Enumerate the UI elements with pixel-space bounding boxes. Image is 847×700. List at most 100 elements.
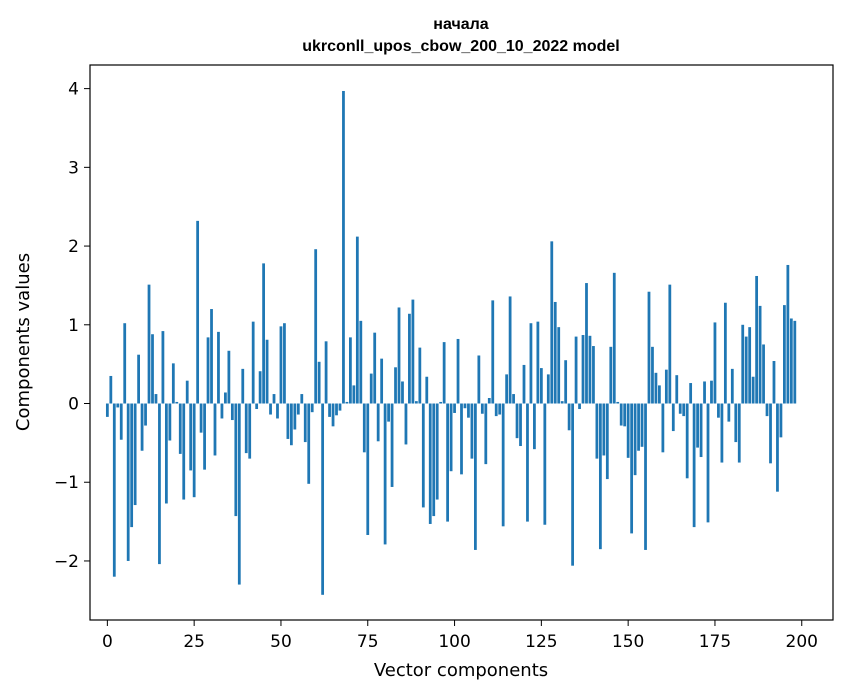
bar-106 [474, 403, 477, 550]
bar-60 [314, 249, 318, 404]
bar-157 [651, 346, 654, 404]
bar-134 [571, 403, 574, 566]
bar-159 [658, 385, 661, 404]
bar-41 [248, 403, 252, 459]
bar-39 [241, 368, 245, 404]
bar-79 [380, 358, 384, 404]
bar-80 [383, 403, 387, 545]
x-tick-label: 125 [525, 632, 557, 652]
bar-40 [244, 403, 248, 454]
bar-43 [255, 403, 259, 410]
bar-51 [283, 323, 286, 404]
bar-23 [185, 380, 189, 404]
bar-105 [470, 403, 474, 459]
bar-6 [126, 403, 130, 561]
bar-59 [310, 403, 314, 413]
bar-145 [609, 346, 613, 404]
bar-152 [633, 403, 637, 476]
bar-45 [262, 263, 265, 404]
bar-18 [168, 403, 172, 441]
bar-95 [435, 403, 439, 500]
y-tick-label: 3 [68, 158, 79, 178]
bar-37 [234, 403, 238, 517]
bar-82 [390, 403, 394, 487]
bar-0 [105, 403, 109, 417]
bar-153 [637, 403, 640, 451]
bar-163 [671, 403, 675, 432]
bar-98 [446, 403, 449, 522]
bar-179 [727, 403, 731, 422]
x-tick-label: 50 [270, 632, 292, 652]
bar-172 [703, 381, 706, 404]
bar-151 [630, 403, 634, 534]
bar-167 [685, 403, 689, 479]
bar-108 [480, 403, 484, 414]
bar-94 [432, 403, 436, 517]
bar-185 [748, 327, 752, 404]
bar-85 [401, 381, 404, 404]
bar-65 [331, 403, 335, 427]
bar-73 [359, 320, 363, 404]
bar-91 [421, 403, 425, 508]
bar-146 [612, 272, 616, 404]
bar-69 [345, 401, 349, 404]
bar-154 [640, 403, 644, 447]
bar-36 [230, 403, 234, 421]
bar-56 [300, 394, 304, 404]
bar-16 [161, 331, 165, 404]
bar-5 [123, 323, 127, 404]
bar-86 [404, 403, 408, 445]
plot-frame [89, 64, 834, 621]
x-tick-label: 200 [786, 632, 818, 652]
bar-76 [369, 373, 373, 404]
bar-53 [289, 403, 293, 446]
bar-197 [789, 318, 793, 404]
bar-27 [199, 403, 203, 433]
bar-168 [689, 383, 693, 404]
bar-166 [682, 403, 686, 417]
bar-107 [477, 355, 481, 404]
bar-175 [713, 322, 717, 404]
bar-184 [744, 336, 748, 404]
bar-88 [411, 299, 415, 404]
bar-26 [196, 220, 200, 404]
x-axis-label: Vector components [374, 660, 548, 681]
bar-132 [564, 360, 568, 404]
bar-70 [349, 337, 352, 404]
y-axis-label: Components values [13, 253, 34, 431]
bar-169 [692, 403, 696, 528]
y-tick-label: 2 [68, 237, 79, 257]
bar-165 [678, 403, 682, 414]
bar-67 [338, 403, 342, 411]
bar-24 [189, 403, 193, 471]
bar-113 [498, 403, 502, 415]
bar-22 [182, 403, 186, 500]
bar-139 [588, 335, 592, 404]
bar-102 [460, 403, 463, 475]
chart-title-line-1: начала [433, 16, 489, 33]
bar-66 [335, 403, 338, 416]
bar-177 [720, 403, 724, 463]
bar-147 [616, 401, 620, 404]
bar-156 [647, 291, 651, 404]
bar-44 [258, 371, 262, 404]
bar-155 [644, 403, 647, 550]
bar-100 [453, 403, 456, 413]
bar-32 [217, 331, 220, 404]
bar-187 [755, 275, 759, 404]
bar-140 [592, 346, 595, 404]
bar-118 [515, 403, 519, 439]
y-tick-label: −2 [54, 552, 79, 572]
bar-194 [779, 403, 783, 438]
bar-1 [109, 375, 113, 404]
bar-198 [793, 320, 797, 404]
bar-57 [303, 403, 307, 443]
bar-158 [654, 372, 658, 404]
bar-31 [213, 403, 217, 456]
bar-195 [783, 305, 786, 404]
bar-74 [362, 403, 366, 453]
bar-34 [224, 392, 227, 404]
bar-103 [463, 403, 467, 409]
